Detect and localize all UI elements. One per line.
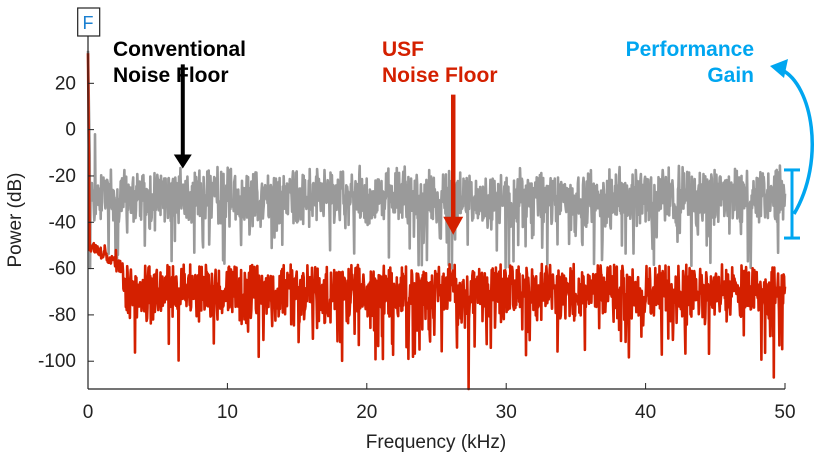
x-tick-label: 50 bbox=[774, 402, 795, 423]
conventional-label-line2: Noise Floor bbox=[113, 64, 229, 87]
frequency-marker-box bbox=[77, 7, 101, 37]
y-tick-label: -80 bbox=[49, 305, 76, 326]
gain-label-line1: Performance bbox=[626, 38, 754, 61]
usf-label-line1: USF bbox=[382, 38, 424, 61]
y-tick-label: -40 bbox=[49, 212, 76, 233]
y-tick-label: -100 bbox=[38, 351, 76, 372]
conventional-arrow-head bbox=[173, 154, 192, 169]
x-tick-label: 40 bbox=[635, 402, 656, 423]
conventional-label-line1: Conventional bbox=[113, 38, 246, 61]
y-tick-label: 0 bbox=[65, 120, 76, 141]
gain-arrow-head bbox=[770, 59, 788, 78]
usf-label-line2: Noise Floor bbox=[382, 64, 498, 87]
series-line-conventional bbox=[86, 50, 787, 270]
tick-labels: 0 10 20 30 40 50 20 0 -20 -40 -60 -80 -100 bbox=[38, 73, 796, 423]
gain-label-line2: Gain bbox=[707, 64, 754, 87]
x-tick-label: 10 bbox=[217, 402, 238, 423]
y-axis-label: Power (dB) bbox=[5, 172, 26, 267]
y-tick-label: -20 bbox=[49, 166, 76, 187]
x-tick-label: 30 bbox=[496, 402, 517, 423]
axes bbox=[87, 31, 786, 390]
frequency-marker: F bbox=[77, 7, 101, 37]
plot-series bbox=[86, 50, 787, 391]
y-tick-label: 20 bbox=[55, 73, 76, 94]
y-tick-label: -60 bbox=[49, 259, 76, 280]
annotations: Conventional Noise Floor USF Noise Floor… bbox=[77, 7, 814, 240]
usf-arrow-head bbox=[443, 216, 464, 235]
frequency-marker-label: F bbox=[83, 13, 94, 33]
x-tick-label: 0 bbox=[83, 402, 94, 423]
gain-curved-arrow bbox=[781, 68, 814, 215]
x-axis-label: Frequency (kHz) bbox=[366, 432, 506, 453]
series-line-usf bbox=[86, 53, 787, 391]
x-tick-label: 20 bbox=[356, 402, 377, 423]
